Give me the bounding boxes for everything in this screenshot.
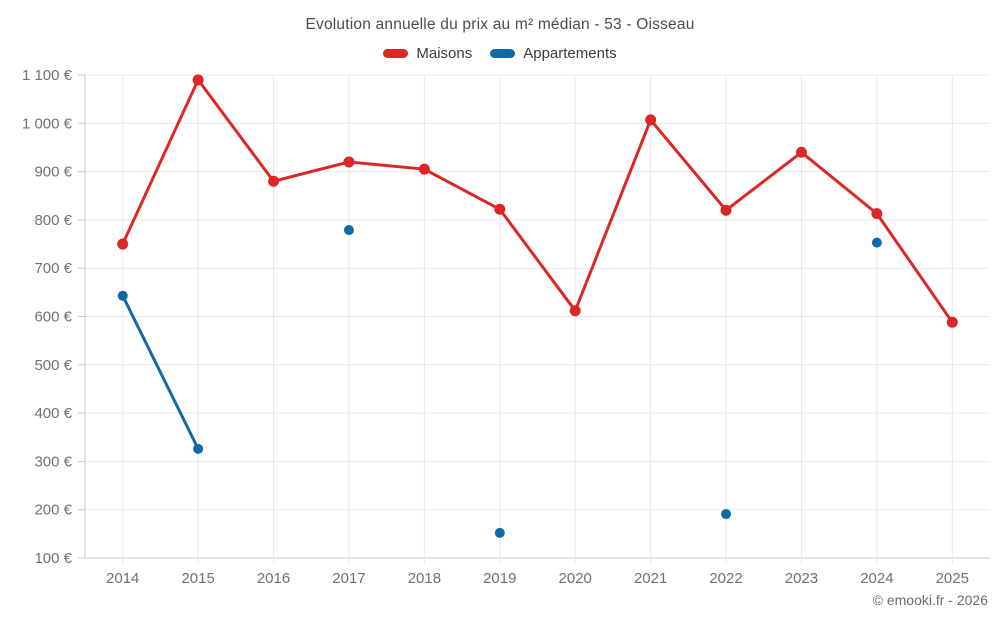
data-point-maisons-2021[interactable] (645, 114, 657, 126)
data-point-maisons-2022[interactable] (720, 204, 732, 216)
x-tick-label: 2016 (257, 570, 290, 587)
legend: Maisons Appartements (0, 45, 1000, 62)
y-tick-label: 800 € (34, 212, 72, 229)
x-tick-label: 2017 (332, 570, 365, 587)
series-line-appartements (121, 294, 200, 451)
chart-title: Evolution annuelle du prix au m² médian … (305, 16, 695, 33)
y-tick-label: 500 € (34, 357, 72, 374)
appartements-swatch-icon (490, 49, 516, 58)
data-point-maisons-2024[interactable] (871, 208, 883, 220)
x-tick-label: 2020 (559, 570, 592, 587)
y-tick-label: 700 € (34, 260, 72, 277)
x-tick-label: 2019 (483, 570, 516, 587)
y-tick-label: 1 000 € (22, 115, 73, 132)
x-tick-label: 2023 (785, 570, 818, 587)
x-tick-label: 2025 (936, 570, 969, 587)
series-line-maisons (121, 78, 954, 324)
x-tick-label: 2014 (106, 570, 139, 587)
x-tick-label: 2018 (408, 570, 441, 587)
data-point-maisons-2017[interactable] (343, 156, 355, 168)
legend-item-appartements[interactable]: Appartements (490, 45, 617, 62)
y-tick-label: 400 € (34, 405, 72, 422)
legend-item-maisons[interactable]: Maisons (383, 45, 472, 62)
legend-label-maisons: Maisons (416, 45, 473, 62)
data-point-maisons-2018[interactable] (418, 163, 430, 175)
x-tick-label: 2015 (181, 570, 214, 587)
y-tick-label: 900 € (34, 164, 72, 181)
data-point-maisons-2020[interactable] (569, 305, 581, 317)
data-point-appartements-2017[interactable] (343, 225, 354, 236)
data-point-maisons-2023[interactable] (795, 146, 807, 158)
y-tick-label: 300 € (34, 453, 72, 470)
copyright-text: © emooki.fr - 2026 (872, 592, 988, 608)
data-point-maisons-2025[interactable] (946, 316, 958, 328)
data-point-maisons-2014[interactable] (117, 238, 129, 250)
data-point-maisons-2016[interactable] (268, 175, 280, 187)
x-tick-label: 2022 (709, 570, 742, 587)
y-tick-label: 1 100 € (22, 67, 73, 84)
data-point-maisons-2019[interactable] (494, 203, 506, 215)
y-tick-label: 200 € (34, 502, 72, 519)
data-point-appartements-2022[interactable] (721, 509, 732, 520)
data-point-maisons-2015[interactable] (192, 74, 204, 86)
y-tick-label: 600 € (34, 309, 72, 326)
x-tick-label: 2021 (634, 570, 667, 587)
data-point-appartements-2019[interactable] (494, 527, 505, 538)
data-point-appartements-2015[interactable] (193, 443, 204, 454)
y-tick-label: 100 € (34, 550, 72, 567)
data-point-appartements-2024[interactable] (871, 237, 882, 248)
maisons-swatch-icon (383, 49, 409, 58)
x-tick-label: 2024 (860, 570, 893, 587)
data-point-appartements-2014[interactable] (117, 290, 128, 301)
legend-label-appartements: Appartements (523, 45, 617, 62)
